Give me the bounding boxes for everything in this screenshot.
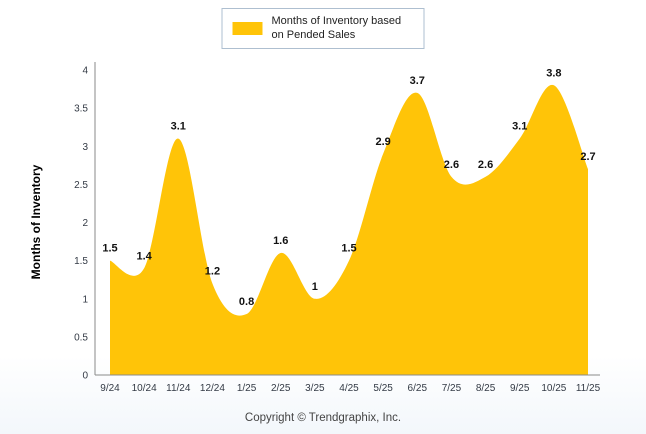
x-tick-label: 11/25 bbox=[576, 383, 601, 394]
data-label: 2.6 bbox=[478, 159, 493, 171]
data-label: 3.7 bbox=[410, 75, 425, 87]
x-tick-label: 1/25 bbox=[237, 383, 257, 394]
data-label: 1.2 bbox=[205, 266, 220, 278]
y-tick-label: 2.5 bbox=[74, 180, 88, 191]
y-tick-label: 3.5 bbox=[74, 104, 88, 115]
data-label: 3.8 bbox=[546, 67, 561, 79]
y-tick-label: 1 bbox=[82, 294, 88, 305]
data-label: 3.1 bbox=[512, 121, 527, 133]
legend-label: Months of Inventory based on Pended Sale… bbox=[271, 15, 402, 42]
y-tick-label: 2 bbox=[82, 218, 88, 229]
x-tick-label: 10/25 bbox=[541, 383, 566, 394]
x-tick-label: 5/25 bbox=[373, 383, 393, 394]
x-tick-label: 3/25 bbox=[305, 383, 325, 394]
x-tick-label: 6/25 bbox=[408, 383, 428, 394]
data-label: 1.6 bbox=[273, 235, 288, 247]
data-label: 2.9 bbox=[375, 136, 390, 148]
y-axis-title: Months of Inventory bbox=[29, 164, 43, 280]
x-tick-label: 2/25 bbox=[271, 383, 291, 394]
x-tick-label: 10/24 bbox=[132, 383, 157, 394]
area-series bbox=[110, 84, 588, 375]
x-tick-label: 9/24 bbox=[100, 383, 120, 394]
data-label: 1.4 bbox=[136, 250, 152, 262]
legend: Months of Inventory based on Pended Sale… bbox=[221, 8, 425, 49]
x-tick-label: 12/24 bbox=[200, 383, 225, 394]
x-tick-label: 11/24 bbox=[166, 383, 191, 394]
data-label: 1 bbox=[312, 281, 318, 293]
data-label: 1.5 bbox=[341, 243, 356, 255]
y-tick-label: 3 bbox=[82, 142, 88, 153]
data-label: 2.7 bbox=[580, 151, 595, 163]
y-tick-label: 1.5 bbox=[74, 256, 88, 267]
x-tick-label: 8/25 bbox=[476, 383, 496, 394]
x-tick-label: 9/25 bbox=[510, 383, 530, 394]
x-tick-label: 7/25 bbox=[442, 383, 462, 394]
y-tick-label: 0.5 bbox=[74, 332, 88, 343]
y-tick-label: 0 bbox=[82, 371, 88, 382]
x-tick-label: 4/25 bbox=[339, 383, 359, 394]
data-label: 1.5 bbox=[102, 243, 117, 255]
data-label: 2.6 bbox=[444, 159, 459, 171]
copyright: Copyright © Trendgraphix, Inc. bbox=[244, 412, 402, 424]
data-label: 3.1 bbox=[171, 121, 186, 133]
data-label: 0.8 bbox=[239, 296, 254, 308]
legend-swatch-icon bbox=[232, 21, 263, 35]
y-tick-label: 4 bbox=[82, 66, 88, 77]
